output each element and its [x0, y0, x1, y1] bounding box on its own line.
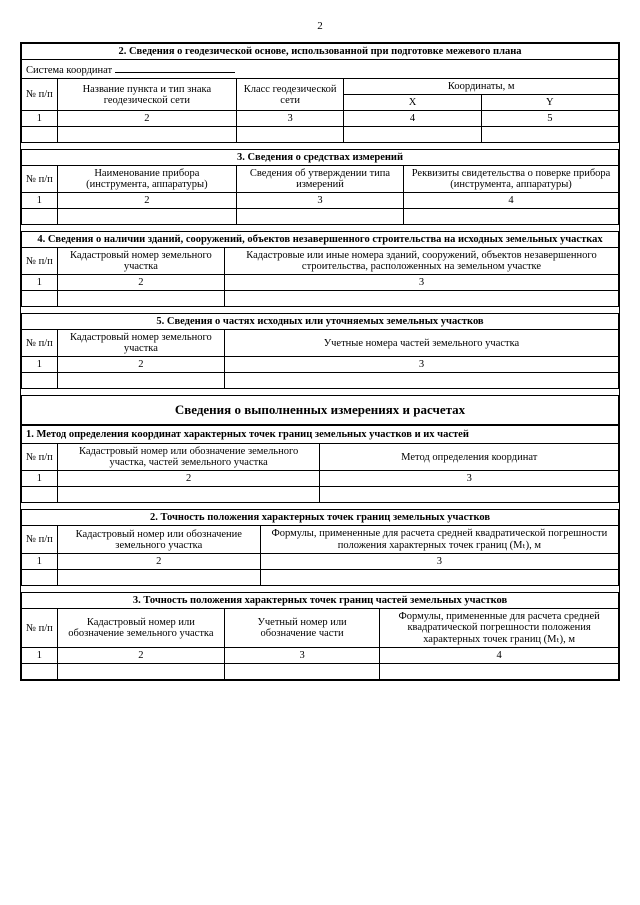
s2-h-x: X: [344, 95, 481, 111]
table-row: [22, 373, 619, 389]
calc1-title: 1. Метод определения координат характерн…: [22, 426, 619, 444]
s5-c2: 2: [57, 357, 224, 373]
table-row: [22, 664, 619, 680]
s2-c1: 1: [22, 111, 58, 127]
c1-h-cad: Кадастровый номер или обозначение земель…: [57, 444, 320, 471]
c3-c3: 3: [224, 648, 379, 664]
section2-title: 2. Сведения о геодезической основе, испо…: [22, 44, 619, 60]
c1-h-num: № п/п: [22, 444, 58, 471]
s4-h-obj: Кадастровые или иные номера зданий, соор…: [224, 248, 618, 275]
s5-c3: 3: [224, 357, 618, 373]
coord-system-blank: [115, 62, 235, 73]
c3-c2: 2: [57, 648, 224, 664]
s4-h-num: № п/п: [22, 248, 58, 275]
c3-h-cad: Кадастровый номер или обозначение земель…: [57, 609, 224, 648]
section4-title: 4. Сведения о наличии зданий, сооружений…: [22, 232, 619, 248]
section3-table: 3. Сведения о средствах измерений № п/п …: [21, 149, 619, 225]
s2-c5: 5: [481, 111, 618, 127]
calc2-table: 2. Точность положения характерных точек …: [21, 509, 619, 586]
s2-h-num: № п/п: [22, 79, 58, 111]
c3-c1: 1: [22, 648, 58, 664]
s3-h-appr: Сведения об утверждении типа измерений: [236, 166, 403, 193]
c2-h-formula: Формулы, примененные для расчета средней…: [260, 526, 618, 554]
s3-c4: 4: [404, 193, 619, 209]
coord-system-label: Система координат: [26, 65, 112, 76]
s4-c3: 3: [224, 275, 618, 291]
section5-table: 5. Сведения о частях исходных или уточня…: [21, 313, 619, 389]
s2-h-y: Y: [481, 95, 618, 111]
calc1-table: 1. Метод определения координат характерн…: [21, 425, 619, 503]
calc2-title: 2. Точность положения характерных точек …: [22, 510, 619, 526]
c3-h-num: № п/п: [22, 609, 58, 648]
table-row: [22, 570, 619, 586]
c2-h-cad: Кадастровый номер или обозначение земель…: [57, 526, 260, 554]
c2-h-num: № п/п: [22, 526, 58, 554]
table-row: [22, 487, 619, 503]
s3-c3: 3: [236, 193, 403, 209]
s2-c3: 3: [236, 111, 343, 127]
s4-c1: 1: [22, 275, 58, 291]
s3-h-name: Наименование прибора (инструмента, аппар…: [57, 166, 236, 193]
s5-c1: 1: [22, 357, 58, 373]
s2-c4: 4: [344, 111, 481, 127]
section3-title: 3. Сведения о средствах измерений: [22, 150, 619, 166]
s3-h-num: № п/п: [22, 166, 58, 193]
section5-title: 5. Сведения о частях исходных или уточня…: [22, 314, 619, 330]
c2-c3: 3: [260, 554, 618, 570]
big-heading: Сведения о выполненных измерениях и расч…: [22, 396, 619, 425]
s4-h-cad: Кадастровый номер земельного участка: [57, 248, 224, 275]
s5-h-cad: Кадастровый номер земельного участка: [57, 330, 224, 357]
s4-c2: 2: [57, 275, 224, 291]
s3-h-cert: Реквизиты свидетельства о поверке прибор…: [404, 166, 619, 193]
calc3-table: 3. Точность положения характерных точек …: [21, 592, 619, 680]
s2-h-name: Название пункта и тип знака геодезическо…: [57, 79, 236, 111]
section4-table: 4. Сведения о наличии зданий, сооружений…: [21, 231, 619, 307]
section2-table: 2. Сведения о геодезической основе, испо…: [21, 43, 619, 143]
c3-h-part: Учетный номер или обозначение части: [224, 609, 379, 648]
s5-h-num: № п/п: [22, 330, 58, 357]
s3-c2: 2: [57, 193, 236, 209]
table-row: [22, 291, 619, 307]
c1-c1: 1: [22, 471, 58, 487]
c1-c2: 2: [57, 471, 320, 487]
c3-c4: 4: [380, 648, 619, 664]
c1-h-method: Метод определения координат: [320, 444, 619, 471]
s5-h-parts: Учетные номера частей земельного участка: [224, 330, 618, 357]
calc3-title: 3. Точность положения характерных точек …: [22, 593, 619, 609]
table-row: [22, 127, 619, 143]
s2-h-class: Класс геодезической сети: [236, 79, 343, 111]
c3-h-formula: Формулы, примененные для расчета средней…: [380, 609, 619, 648]
s2-h-coords: Координаты, м: [344, 79, 619, 95]
s2-c2: 2: [57, 111, 236, 127]
coord-system-row: Система координат: [22, 60, 619, 79]
c2-c2: 2: [57, 554, 260, 570]
document-frame: 2. Сведения о геодезической основе, испо…: [20, 42, 620, 681]
heading-table: Сведения о выполненных измерениях и расч…: [21, 395, 619, 425]
table-row: [22, 209, 619, 225]
s3-c1: 1: [22, 193, 58, 209]
c2-c1: 1: [22, 554, 58, 570]
page-number: 2: [20, 20, 620, 32]
c1-c3: 3: [320, 471, 619, 487]
